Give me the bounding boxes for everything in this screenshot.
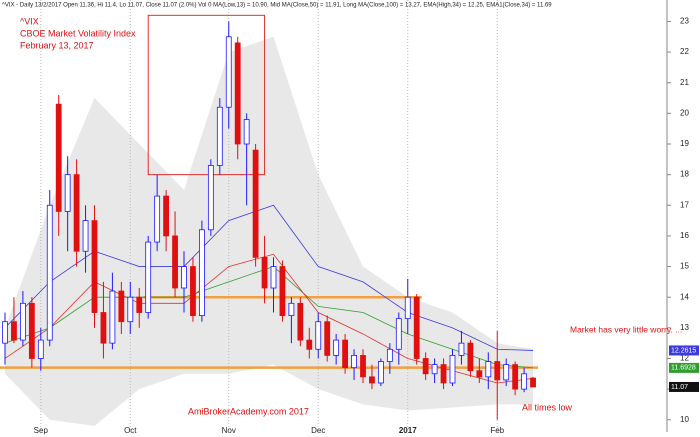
candle-body (297, 302, 304, 341)
y-tick-label: 10 (680, 415, 689, 424)
y-tick-label: 16 (680, 231, 689, 240)
candle-body (198, 229, 205, 316)
price-tag (669, 381, 699, 392)
y-tick-label: 14 (680, 292, 689, 301)
candle-body (315, 321, 322, 350)
candle-body (476, 370, 483, 378)
subtitle: CBOE Market Volatility Index (20, 28, 136, 38)
candle-body (360, 355, 366, 378)
highlight-box (147, 14, 266, 176)
y-tick-label: 20 (680, 108, 689, 117)
candle-body (28, 302, 35, 359)
candle-body (55, 103, 62, 212)
candle-body (154, 195, 161, 243)
candle-body (91, 220, 98, 313)
candle-body (136, 296, 143, 313)
candle-body (324, 321, 331, 356)
candle-body (413, 296, 420, 359)
candle-body (100, 312, 107, 344)
price-tag-label: 11.6928 (671, 365, 696, 372)
candle-body (270, 266, 277, 289)
candle-body (46, 204, 53, 341)
y-tick-label: 15 (680, 262, 689, 271)
candle-body (512, 364, 519, 390)
header: ^VIX - Daily 13/2/2017 Open 11.36, Hi 11… (2, 3, 552, 9)
watermark: AmiBrokerAcademy.com 2017 (188, 406, 309, 416)
y-tick-label: 17 (680, 200, 689, 209)
candle-body (288, 302, 295, 316)
candle-body (127, 296, 134, 323)
candle-body (163, 195, 170, 237)
candle-body (181, 266, 187, 289)
candle-body (422, 358, 429, 375)
candle-body (261, 256, 268, 289)
candle-body (449, 355, 456, 384)
y-tick-label: 12 (680, 354, 689, 363)
candle-body (234, 42, 241, 145)
plot: SepOctNovDec2017Feb101112131415161718192… (0, 0, 689, 435)
candle-body (494, 361, 501, 381)
candle-body (252, 149, 259, 258)
candle-body (11, 321, 17, 341)
candle-body (64, 174, 71, 212)
candle-body (503, 364, 510, 381)
candle-body (2, 321, 8, 344)
candle-body (172, 235, 178, 289)
x-tick-label: 2017 (399, 426, 417, 435)
candle-body (467, 342, 474, 372)
candle-body (82, 220, 89, 252)
x-tick-label: Sep (34, 426, 49, 435)
candle-body (225, 36, 232, 108)
y-tick-label: 13 (680, 323, 689, 332)
y-tick-label: 19 (680, 139, 689, 148)
x-tick-label: Oct (124, 426, 137, 435)
price-tag (669, 345, 699, 356)
candle-body (216, 106, 223, 166)
candle-body (431, 364, 438, 375)
candle-body (458, 342, 465, 356)
candle-body (243, 119, 250, 145)
date: February 13, 2017 (20, 40, 94, 50)
x-tick-label: Dec (311, 426, 325, 435)
candle-body (109, 290, 116, 344)
candle-body (342, 339, 349, 369)
candle-body (485, 361, 492, 378)
candle-body (377, 361, 384, 384)
candle-body (306, 339, 313, 350)
candle-body (395, 318, 402, 350)
candle-body (530, 377, 536, 388)
candle-body (369, 376, 375, 384)
candle-body (37, 339, 44, 359)
candle-body (351, 355, 357, 369)
annotation: Market has very little worry. ... (570, 324, 682, 334)
y-tick-label: 18 (680, 170, 689, 179)
candle-body (386, 348, 393, 362)
candle-body (145, 241, 152, 313)
candle-body (190, 266, 196, 316)
candle-body (19, 302, 26, 341)
candle-body (207, 165, 214, 231)
y-tick-label: 21 (680, 78, 689, 87)
x-tick-label: Nov (222, 426, 236, 435)
price-tag (669, 362, 699, 373)
title: ^VIX (20, 16, 39, 26)
x-tick-label: Feb (490, 426, 504, 435)
annotation: All times low (522, 402, 573, 412)
candle-body (118, 290, 125, 323)
candle-body (404, 296, 411, 320)
price-tag-label: 12.2615 (671, 347, 696, 354)
candle-body (333, 339, 340, 356)
y-tick-label: 22 (680, 47, 689, 56)
y-tick-label: 23 (680, 17, 689, 26)
price-tag-label: 11.07 (671, 384, 688, 391)
candle-body (521, 373, 527, 390)
candle-body (73, 174, 80, 252)
candle-body (279, 266, 286, 316)
candle-body (440, 364, 447, 384)
